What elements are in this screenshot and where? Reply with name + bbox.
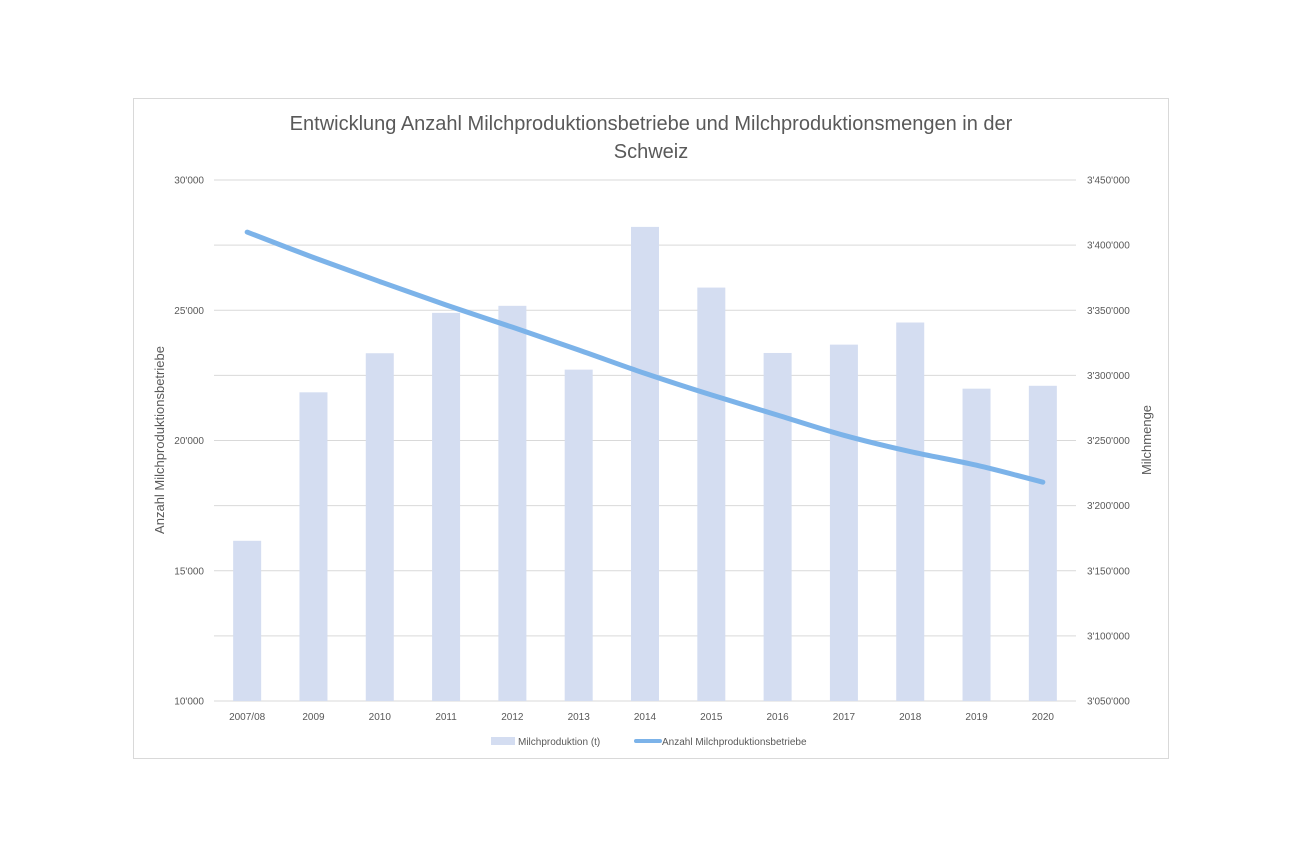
y-left-tick-label: 15'000 [174, 566, 204, 577]
x-tick-label: 2020 [1032, 712, 1055, 723]
chart-title-line-1: Entwicklung Anzahl Milchproduktionsbetri… [289, 113, 1013, 135]
bar-2011 [432, 312, 461, 701]
x-tick-label: 2007/08 [229, 712, 266, 723]
chart-title-line-2: Schweiz [613, 141, 689, 163]
bar-2007/08 [233, 540, 262, 701]
x-tick-label: 2015 [700, 712, 723, 723]
x-tick-label: 2017 [833, 712, 856, 723]
y-right-tick-label: 3'250'000 [1087, 436, 1130, 447]
x-tick-label: 2010 [369, 712, 392, 723]
bar-2016 [763, 352, 792, 701]
y-left-tick-label: 10'000 [174, 697, 204, 708]
line-series [244, 229, 1046, 485]
y-left-tick-label: 20'000 [174, 436, 204, 447]
x-tick-label: 2018 [899, 712, 922, 723]
y-right-tick-label: 3'050'000 [1087, 697, 1130, 708]
y-left-tick-label: 25'000 [174, 306, 204, 317]
bar-2010 [365, 353, 394, 701]
y-right-tick-label: 3'300'000 [1087, 371, 1130, 382]
line-anzahl-milchproduktionsbetriebe [244, 229, 1046, 485]
y-right-tick-label: 3'350'000 [1087, 306, 1130, 317]
x-tick-label: 2009 [302, 712, 325, 723]
legend-swatch-bar [491, 737, 515, 745]
bar-2009 [299, 392, 328, 701]
y-right-tick-label: 3'150'000 [1087, 566, 1130, 577]
y-right-tick-label: 3'400'000 [1087, 241, 1130, 252]
x-tick-label: 2011 [435, 712, 457, 723]
x-tick-label: 2013 [568, 712, 591, 723]
bar-2014 [631, 226, 659, 701]
x-tick-label: 2016 [766, 712, 789, 723]
chart-title: Entwicklung Anzahl Milchproduktionsbetri… [133, 110, 1169, 166]
bar-2020 [1028, 385, 1057, 701]
bar-2017 [829, 344, 858, 701]
x-tick-label: 2014 [634, 712, 657, 723]
bar-2018 [896, 322, 925, 701]
bar-2013 [564, 369, 593, 701]
y-axis-right-title: Milchmenge [1139, 405, 1154, 475]
legend-label-line: Anzahl Milchproduktionsbetriebe [662, 737, 807, 748]
y-left-tick-label: 30'000 [174, 176, 204, 187]
x-tick-label: 2012 [501, 712, 524, 723]
y-right-tick-label: 3'200'000 [1087, 501, 1130, 512]
y-axis-left-title: Anzahl Milchproduktionsbetriebe [152, 346, 167, 534]
y-right-tick-label: 3'100'000 [1087, 631, 1130, 642]
legend-label-bar: Milchproduktion (t) [518, 737, 600, 748]
bar-2012 [498, 305, 527, 701]
bar-2019 [962, 388, 991, 701]
legend: Milchproduktion (t) Anzahl Milchproduktio… [491, 737, 807, 748]
bar-series [233, 226, 1057, 701]
bar-2015 [697, 287, 726, 701]
x-tick-label: 2019 [965, 712, 988, 723]
y-right-tick-label: 3'450'000 [1087, 176, 1130, 187]
tick-labels: 10'000 15'000 20'000 25'000 30'000 3'050'000 3… [174, 176, 1130, 724]
